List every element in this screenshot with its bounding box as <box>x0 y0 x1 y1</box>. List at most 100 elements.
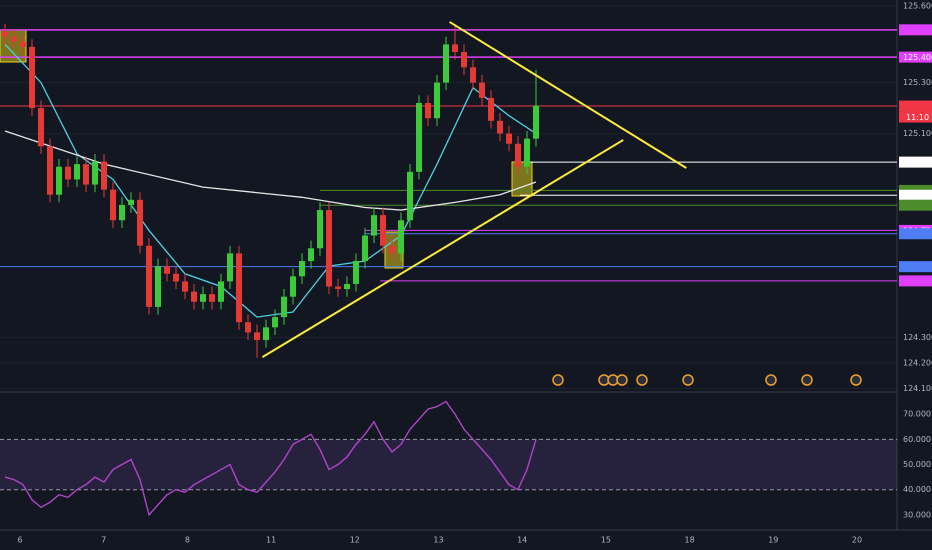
price-tag <box>899 156 932 168</box>
x-tick-label: 6 <box>17 536 22 545</box>
price-tag <box>899 261 932 273</box>
candle-body <box>227 253 233 282</box>
candle-body <box>236 253 242 323</box>
candle-body <box>362 235 368 262</box>
x-tick-label: 13 <box>433 536 443 545</box>
candle-body <box>29 46 35 109</box>
candle-body <box>479 82 485 98</box>
price-tag <box>899 24 932 36</box>
candle-body <box>2 31 8 37</box>
candle-body <box>470 67 476 83</box>
y-tick-label: 124.300 <box>903 333 932 342</box>
x-tick-label: 12 <box>350 536 360 545</box>
price-tag <box>899 189 932 201</box>
candle-body <box>533 105 539 139</box>
rsi-tick-label: 30.000 <box>903 510 931 519</box>
price-tag <box>899 100 932 112</box>
candle-body <box>56 166 62 195</box>
rsi-tick-label: 50.000 <box>903 460 931 469</box>
price-tag <box>899 51 932 63</box>
candle-body <box>47 146 53 195</box>
candle-body <box>281 296 287 318</box>
candle-body <box>146 245 152 307</box>
candle-body <box>110 189 116 221</box>
candle-body <box>38 108 44 147</box>
candle-body <box>290 276 296 297</box>
moving-average <box>4 130 537 211</box>
candle-body <box>182 281 188 292</box>
candle-body <box>254 332 260 341</box>
candle-body <box>164 266 170 274</box>
x-tick-label: 7 <box>101 536 106 545</box>
candle-body <box>335 286 341 290</box>
candle-body <box>20 41 26 47</box>
candle-body <box>218 281 224 302</box>
candle-body <box>506 133 512 144</box>
event-icon <box>765 374 777 386</box>
price-tag <box>899 199 932 211</box>
candle-body <box>128 199 134 205</box>
x-tick-label: 14 <box>517 536 527 545</box>
y-tick-label: 125.300 <box>903 78 932 87</box>
x-tick-label: 19 <box>768 536 778 545</box>
trendline <box>261 139 624 358</box>
candle-body <box>299 261 305 277</box>
candle-body <box>245 322 251 333</box>
y-tick-label: 124.200 <box>903 358 932 367</box>
rsi-tick-label: 40.000 <box>903 485 931 494</box>
candle-body <box>416 102 422 172</box>
rsi-line <box>4 400 537 517</box>
candle-body <box>119 204 125 221</box>
candle-body <box>137 199 143 246</box>
candle-body <box>11 36 17 42</box>
x-tick-label: 11 <box>266 536 276 545</box>
event-icon <box>616 374 628 386</box>
candle-body <box>155 266 161 307</box>
candle-body <box>497 120 503 134</box>
candle-body <box>344 283 350 290</box>
candle-body <box>407 171 413 221</box>
candle-body <box>317 210 323 249</box>
event-icon <box>682 374 694 386</box>
candle-body <box>200 294 206 302</box>
candle-body <box>389 245 395 254</box>
candle-body <box>515 143 521 167</box>
countdown-tag <box>899 111 932 123</box>
event-icon <box>552 374 564 386</box>
candle-body <box>425 102 431 119</box>
countdown: 11:10 <box>906 113 929 122</box>
event-icons <box>552 374 862 386</box>
candle-body <box>371 215 377 236</box>
price-tag-label: 125.400 <box>903 53 932 62</box>
candle-body <box>173 273 179 282</box>
x-tick-label: 15 <box>601 536 611 545</box>
candle-body <box>209 294 215 302</box>
candle-body <box>326 210 332 287</box>
candle-body <box>74 164 80 180</box>
event-icon <box>636 374 648 386</box>
candle-body <box>488 97 494 121</box>
trendline <box>449 21 687 169</box>
event-icon <box>801 374 813 386</box>
x-tick-label: 20 <box>852 536 862 545</box>
candle-body <box>524 138 530 167</box>
price-tag <box>899 275 932 287</box>
rsi-tick-label: 60.000 <box>903 435 931 444</box>
candle-body <box>434 82 440 119</box>
candle-body <box>308 248 314 262</box>
y-tick-label: 125.100 <box>903 129 932 138</box>
candle-body <box>353 261 359 284</box>
candle-body <box>443 44 449 83</box>
candle-body <box>263 327 269 341</box>
y-tick-label: 125.600 <box>903 2 932 11</box>
event-icon <box>850 374 862 386</box>
candle-body <box>452 44 458 52</box>
candle-body <box>191 291 197 302</box>
candle-body <box>380 215 386 246</box>
x-tick-label: 18 <box>685 536 695 545</box>
candle-body <box>272 317 278 328</box>
candle-body <box>101 161 107 190</box>
x-tick-label: 8 <box>185 536 190 545</box>
rsi-band <box>0 439 897 490</box>
